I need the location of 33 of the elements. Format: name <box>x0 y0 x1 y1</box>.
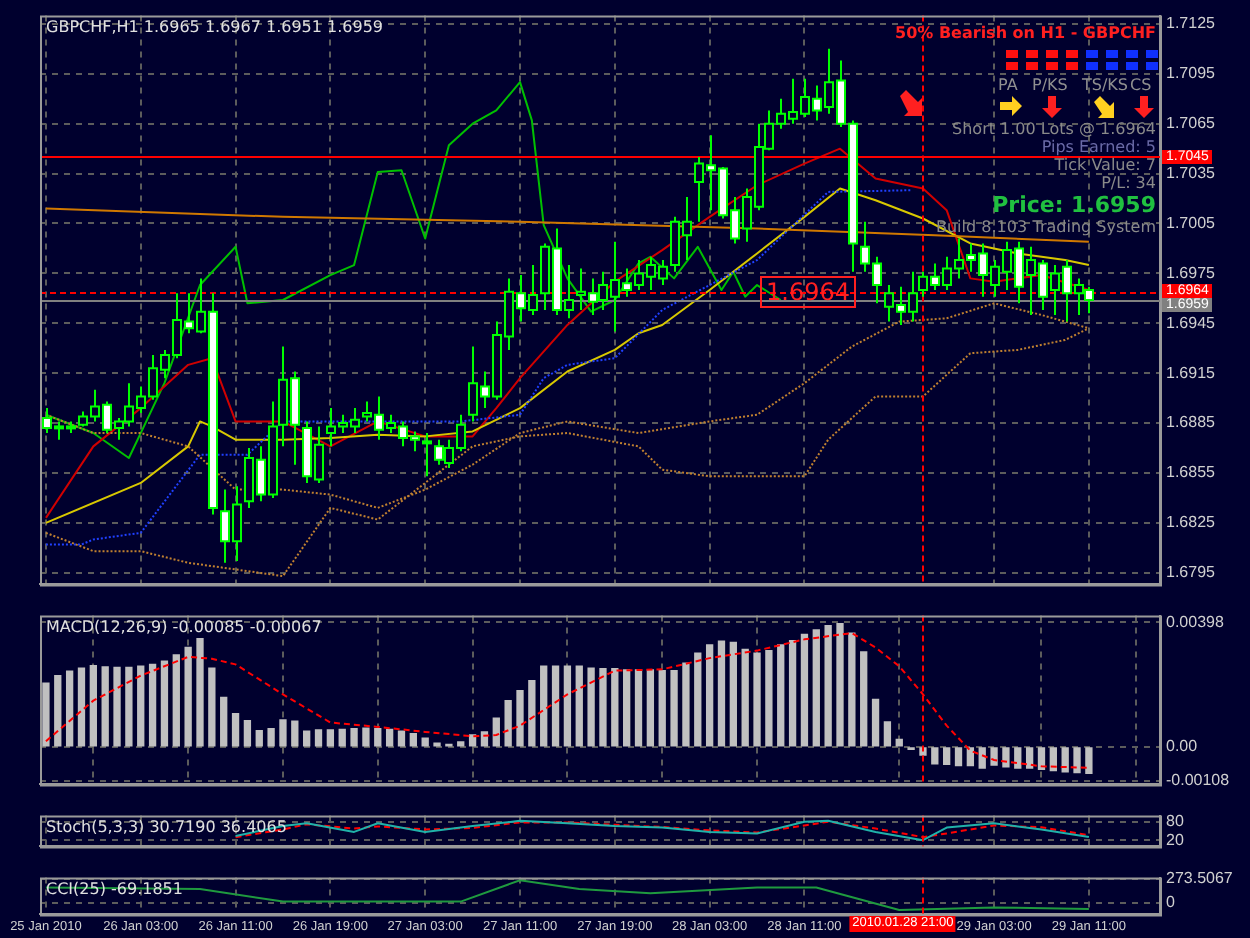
annotation: TS/KS <box>1082 76 1128 94</box>
y-tick-label: 1.7005 <box>1166 213 1217 232</box>
y-tick-label: 1.6885 <box>1166 413 1217 432</box>
y-tick-label: -0.00108 <box>1166 771 1231 790</box>
y-tick-label: 1.7125 <box>1166 14 1217 33</box>
y-tick-label: 1.6825 <box>1166 513 1217 532</box>
annotation: 50% Bearish on H1 - GBPCHF <box>895 24 1156 42</box>
y-tick-label: 80 <box>1166 812 1185 831</box>
y-tick-label: 0.00 <box>1166 737 1199 756</box>
y-tick-label: 1.7095 <box>1166 64 1217 83</box>
chart-title: GBPCHF,H1 1.6965 1.6967 1.6951 1.6959 <box>46 17 384 36</box>
y-tick-label: 1.7035 <box>1166 164 1217 183</box>
annotation: Tick Value: 7 <box>1054 156 1156 174</box>
annotation: P/KS <box>1032 76 1068 94</box>
chart-title: MACD(12,26,9) -0.00085 -0.00067 <box>46 617 322 636</box>
annotation: P/L: 34 <box>1101 174 1156 192</box>
y-tick-label: 0 <box>1166 893 1176 912</box>
y-tick-label: 1.6915 <box>1166 363 1217 382</box>
y-tick-label: 20 <box>1166 830 1185 849</box>
annotation: Trading System <box>1032 218 1156 236</box>
y-tick-label: 0.00398 <box>1166 612 1225 631</box>
annotation: CS <box>1130 76 1152 94</box>
y-tick-label: 1.6795 <box>1166 563 1217 582</box>
annotation: Price: 1.6959 <box>992 192 1156 218</box>
annotation: PA <box>998 76 1018 94</box>
annotation: Short 1.00 Lots @ 1.6964 <box>952 120 1156 138</box>
y-tick-label: 1.7065 <box>1166 114 1217 133</box>
y-tick-label: 273.5067 <box>1166 869 1234 888</box>
annotation: Pips Earned: 5 <box>1041 138 1156 156</box>
y-tick-label: 1.6975 <box>1166 263 1217 282</box>
y-tick-label: 1.6945 <box>1166 313 1217 332</box>
y-tick-label: 1.6855 <box>1166 463 1217 482</box>
chart-title: Stoch(5,3,3) 30.7190 36.4065 <box>46 817 287 836</box>
